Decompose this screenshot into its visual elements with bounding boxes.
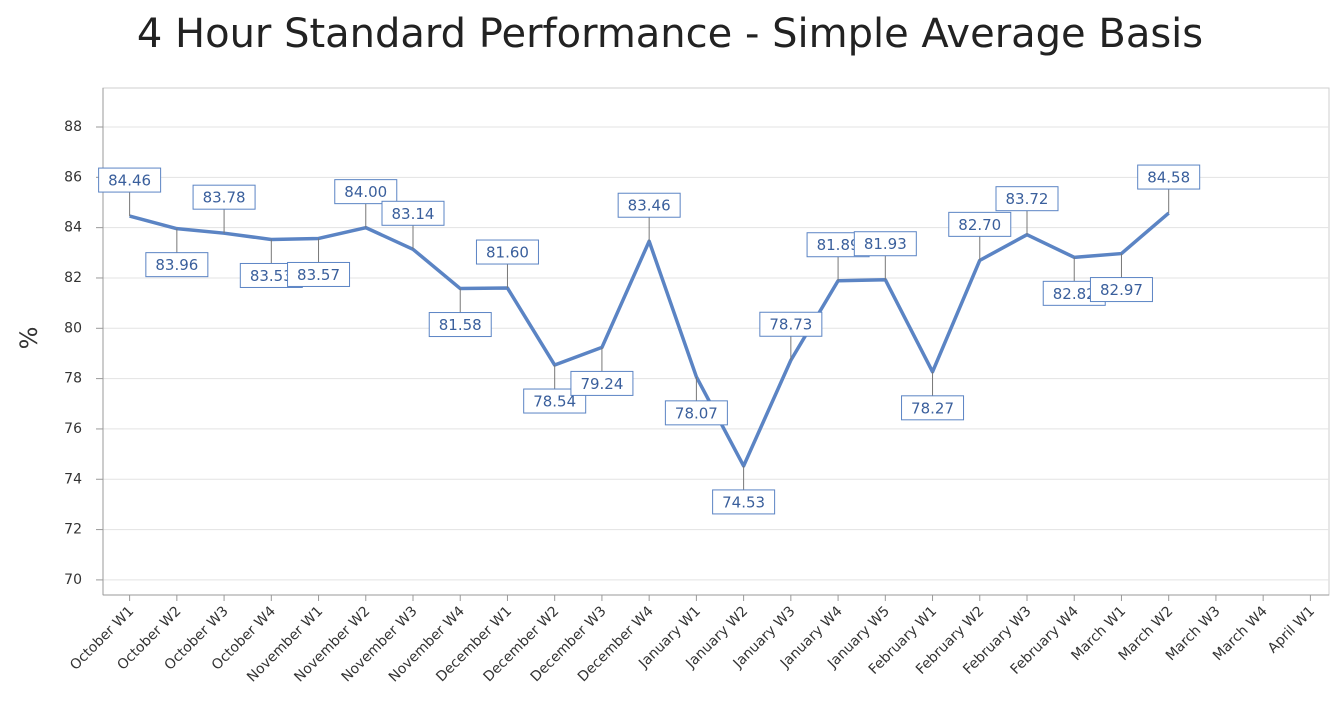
label-box <box>948 211 1012 237</box>
data-label: 81.93 <box>864 235 907 253</box>
data-label: 78.54 <box>533 393 576 411</box>
label-box <box>98 167 162 193</box>
y-tick-label: 88 <box>64 119 82 135</box>
data-label: 83.14 <box>392 205 435 223</box>
data-label: 83.46 <box>628 197 671 215</box>
y-axis-label: % <box>15 327 43 350</box>
data-label: 82.97 <box>1100 281 1143 299</box>
data-label: 82.70 <box>958 216 1001 234</box>
label-box <box>145 252 209 278</box>
y-tick-label: 80 <box>64 320 82 336</box>
y-tick-label: 86 <box>64 169 82 185</box>
label-box <box>570 370 634 396</box>
data-label: 83.53 <box>250 267 293 285</box>
data-label: 83.96 <box>155 256 198 274</box>
data-label: 83.78 <box>203 189 246 207</box>
line <box>129 211 1170 468</box>
y-tick-label: 82 <box>64 270 82 286</box>
y-tick-label: 84 <box>64 220 82 236</box>
data-label: 81.60 <box>486 244 529 262</box>
data-label: 83.57 <box>297 266 340 284</box>
label-box <box>617 192 681 218</box>
data-label: 81.58 <box>439 316 482 334</box>
y-tick-label: 74 <box>64 471 82 487</box>
y-tick-label: 72 <box>64 522 82 538</box>
label-box <box>287 261 351 287</box>
data-label: 84.46 <box>108 172 151 190</box>
label-box <box>995 186 1059 212</box>
data-label: 79.24 <box>580 375 623 393</box>
label-box <box>381 200 445 226</box>
plot-area <box>102 87 1330 596</box>
data-label: 82.82 <box>1053 285 1096 303</box>
data-label: 84.00 <box>344 183 387 201</box>
label-box <box>334 179 398 205</box>
label-box <box>192 184 256 210</box>
chart-title: 4 Hour Standard Performance - Simple Ave… <box>137 11 1203 57</box>
data-label: 78.27 <box>911 399 954 417</box>
data-label: 78.73 <box>769 316 812 334</box>
label-box <box>428 312 492 338</box>
data-label: 83.72 <box>1006 190 1049 208</box>
label-box <box>712 489 776 515</box>
label-box <box>853 231 917 257</box>
label-box <box>901 395 965 421</box>
label-box <box>664 400 728 426</box>
label-box <box>1089 277 1153 303</box>
data-label: 78.07 <box>675 404 718 422</box>
x-tick-label: April W1 <box>1265 603 1318 656</box>
data-label: 74.53 <box>722 493 765 511</box>
data-label: 84.58 <box>1147 169 1190 187</box>
y-tick-label: 70 <box>64 572 82 588</box>
label-box <box>475 239 539 265</box>
label-box <box>759 311 823 337</box>
y-tick-label: 76 <box>64 421 82 437</box>
data-label: 81.89 <box>817 236 860 254</box>
label-box <box>1137 164 1201 190</box>
y-tick-label: 78 <box>64 371 82 387</box>
